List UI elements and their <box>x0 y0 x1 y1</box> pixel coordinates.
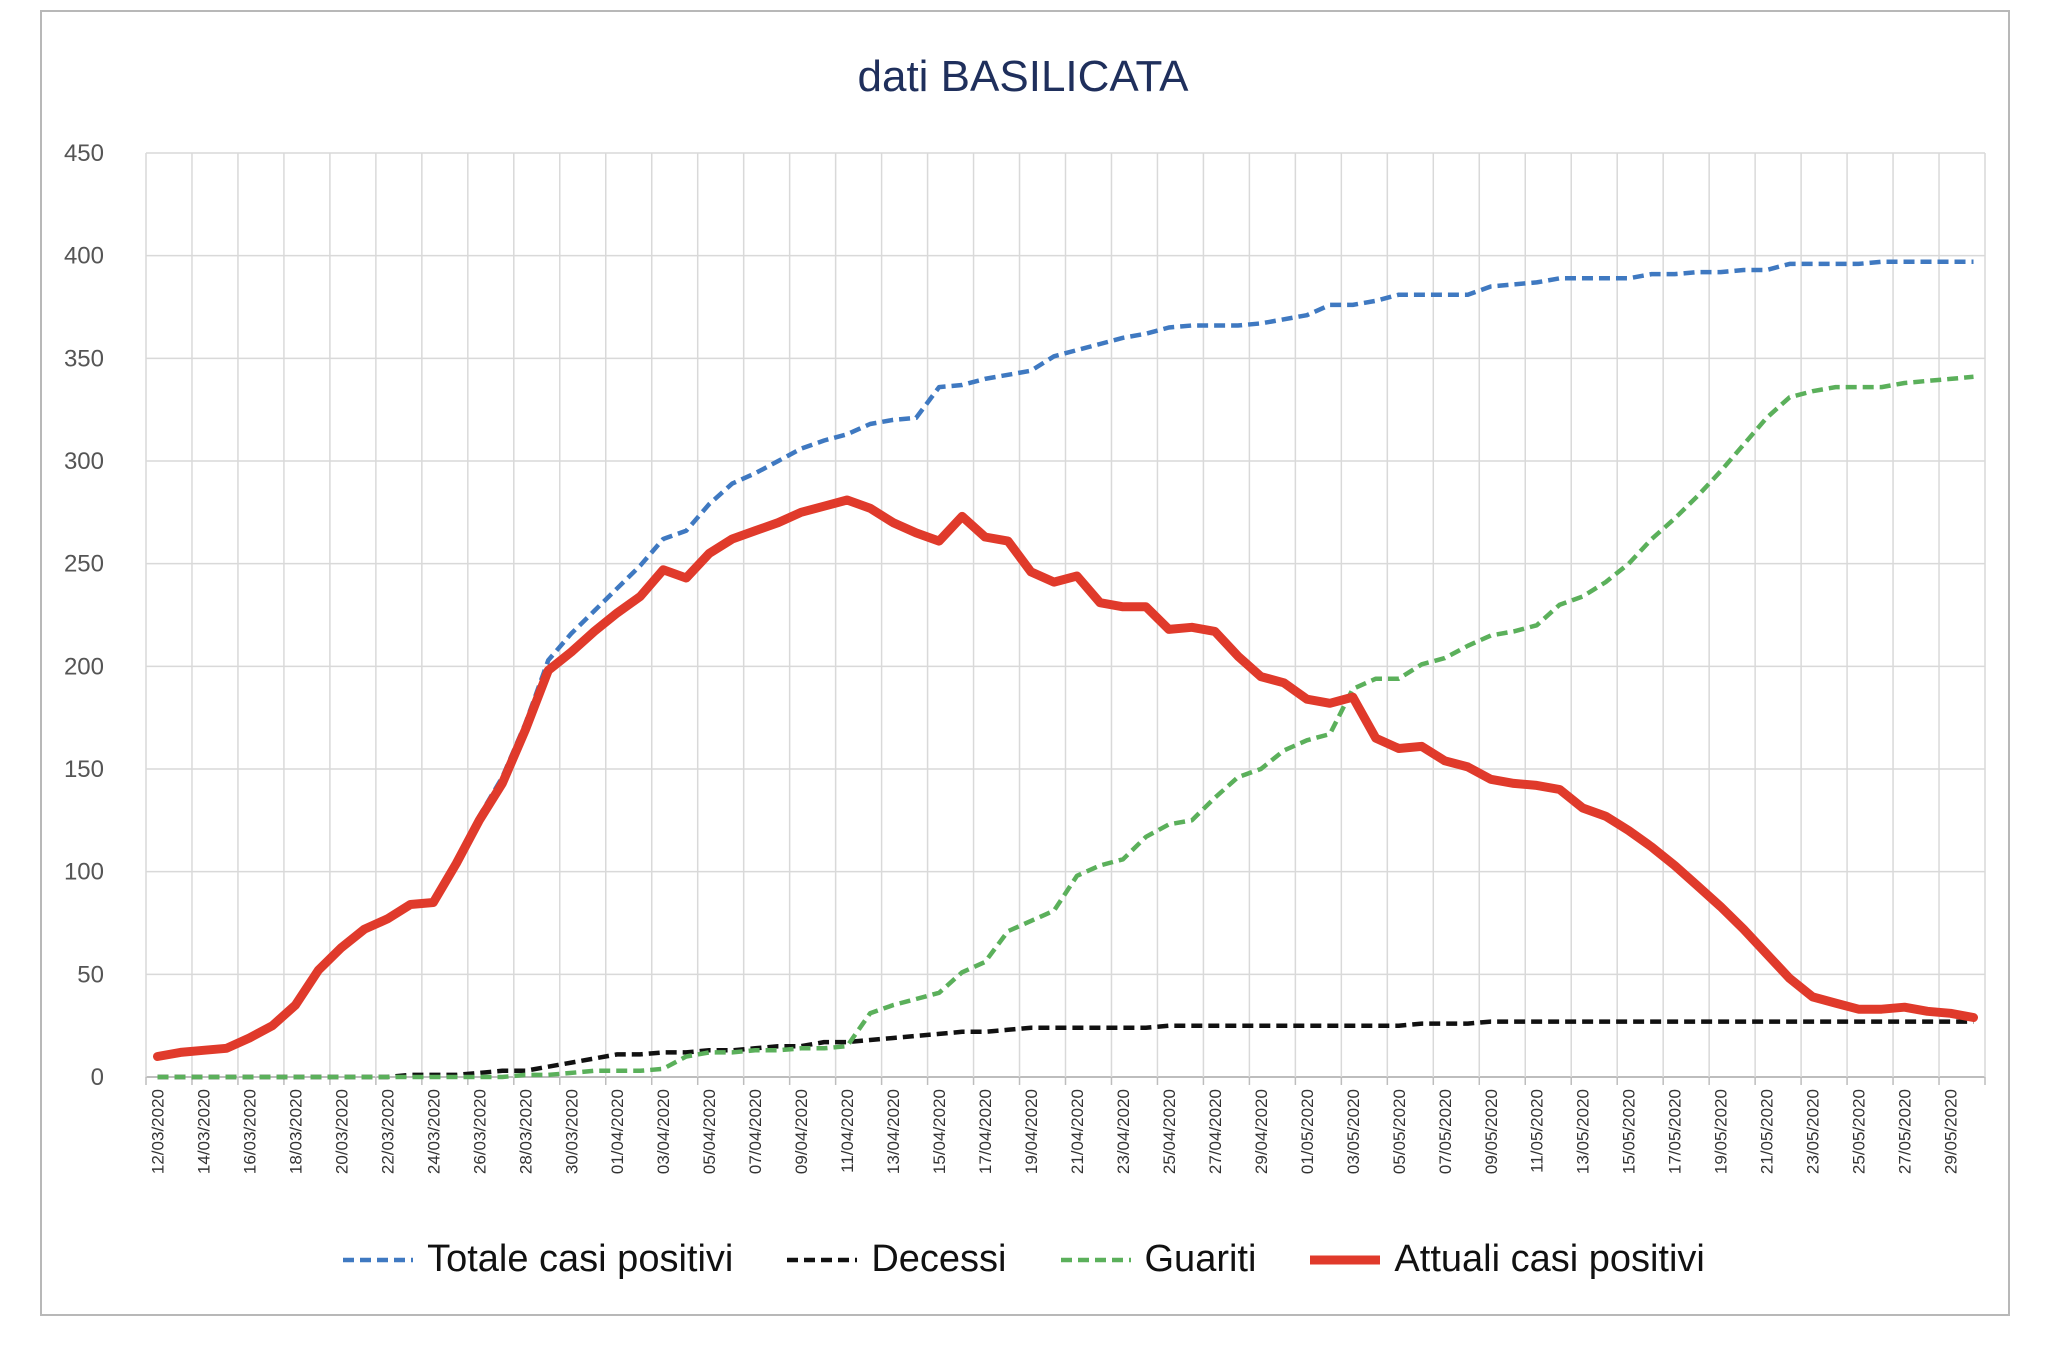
x-tick-label: 19/05/2020 <box>1712 1089 1731 1174</box>
x-tick-label: 05/04/2020 <box>700 1089 719 1174</box>
y-tick-label: 150 <box>64 756 104 783</box>
legend-item: Totale casi positivi <box>341 1238 733 1281</box>
x-tick-label: 14/03/2020 <box>194 1089 213 1174</box>
x-tick-label: 28/03/2020 <box>516 1089 535 1174</box>
x-tick-label: 15/04/2020 <box>930 1089 949 1174</box>
x-tick-label: 23/05/2020 <box>1804 1089 1823 1174</box>
x-tick-label: 01/05/2020 <box>1298 1089 1317 1174</box>
x-tick-label: 01/04/2020 <box>608 1089 627 1174</box>
series-line-totale-casi-positivi <box>157 259 1974 1059</box>
x-tick-label: 09/05/2020 <box>1482 1089 1501 1174</box>
x-tick-label: 05/05/2020 <box>1390 1089 1409 1174</box>
series-line-attuali-casi-positivi <box>153 495 1978 1061</box>
legend-swatch <box>1060 1257 1131 1262</box>
legend-label: Guariti <box>1144 1238 1257 1280</box>
x-tick-label: 15/05/2020 <box>1620 1089 1639 1174</box>
x-tick-label: 03/05/2020 <box>1344 1089 1363 1174</box>
x-tick-label: 09/04/2020 <box>792 1089 811 1174</box>
legend-swatch <box>343 1257 414 1262</box>
y-tick-label: 250 <box>64 551 104 578</box>
x-tick-label: 11/05/2020 <box>1528 1089 1547 1173</box>
legend-label: Decessi <box>871 1238 1007 1280</box>
y-tick-label: 300 <box>64 448 104 475</box>
x-tick-label: 13/04/2020 <box>884 1089 903 1174</box>
legend-item: Guariti <box>1059 1238 1257 1281</box>
legend-swatch <box>1310 1255 1381 1264</box>
x-tick-label: 21/04/2020 <box>1068 1089 1087 1174</box>
x-tick-label: 18/03/2020 <box>286 1089 305 1174</box>
gridlines <box>145 152 1986 1078</box>
y-tick-label: 200 <box>64 653 104 680</box>
x-tick-label: 12/03/2020 <box>148 1089 167 1174</box>
chart-title: dati BASILICATA <box>857 52 1189 101</box>
x-tick-label: 07/05/2020 <box>1436 1089 1455 1174</box>
x-tick-label: 21/05/2020 <box>1758 1089 1777 1174</box>
x-tick-label: 11/04/2020 <box>838 1089 857 1173</box>
x-tick-label: 27/04/2020 <box>1206 1089 1225 1174</box>
x-tick-label: 30/03/2020 <box>562 1089 581 1174</box>
x-tick-label: 23/04/2020 <box>1114 1089 1133 1174</box>
x-tick-label: 13/05/2020 <box>1574 1089 1593 1174</box>
legend-item: Decessi <box>785 1238 1007 1281</box>
x-tick-label: 07/04/2020 <box>746 1089 765 1174</box>
axes: 0 50 100 150 200 250 300 350 400 450 12/03/2020 14/… <box>64 140 1986 1174</box>
chart-frame <box>40 10 2010 1316</box>
y-tick-label: 350 <box>64 345 104 372</box>
legend: Totale casi positivi Decessi Guariti Attual… <box>0 1238 2046 1281</box>
series-line-decessi <box>157 1019 1974 1080</box>
x-tick-label: 20/03/2020 <box>332 1089 351 1174</box>
x-tick-label: 27/05/2020 <box>1896 1089 1915 1174</box>
legend-swatch <box>787 1257 858 1262</box>
series-line-guariti <box>157 374 1974 1080</box>
x-tick-label: 29/05/2020 <box>1942 1089 1961 1174</box>
x-tick-label: 29/04/2020 <box>1252 1089 1271 1174</box>
series-lines <box>153 259 1978 1080</box>
x-tick-label: 16/03/2020 <box>240 1089 259 1174</box>
legend-item: Attuali casi positivi <box>1308 1238 1705 1281</box>
x-tick-label: 03/04/2020 <box>654 1089 673 1174</box>
x-tick-label: 22/03/2020 <box>378 1089 397 1174</box>
y-tick-label: 400 <box>64 243 104 270</box>
y-tick-label: 450 <box>64 140 104 167</box>
x-tick-label: 17/05/2020 <box>1666 1089 1685 1174</box>
y-tick-label: 100 <box>64 859 104 886</box>
x-tick-label: 17/04/2020 <box>976 1089 995 1174</box>
legend-label: Attuali casi positivi <box>1394 1238 1705 1280</box>
x-tick-label: 26/03/2020 <box>470 1089 489 1174</box>
legend-label: Totale casi positivi <box>427 1238 734 1280</box>
x-tick-label: 25/04/2020 <box>1160 1089 1179 1174</box>
x-tick-label: 24/03/2020 <box>424 1089 443 1174</box>
y-tick-label: 50 <box>77 961 104 988</box>
y-tick-label: 0 <box>91 1064 104 1091</box>
x-tick-label: 25/05/2020 <box>1850 1089 1869 1174</box>
x-tick-label: 19/04/2020 <box>1022 1089 1041 1174</box>
